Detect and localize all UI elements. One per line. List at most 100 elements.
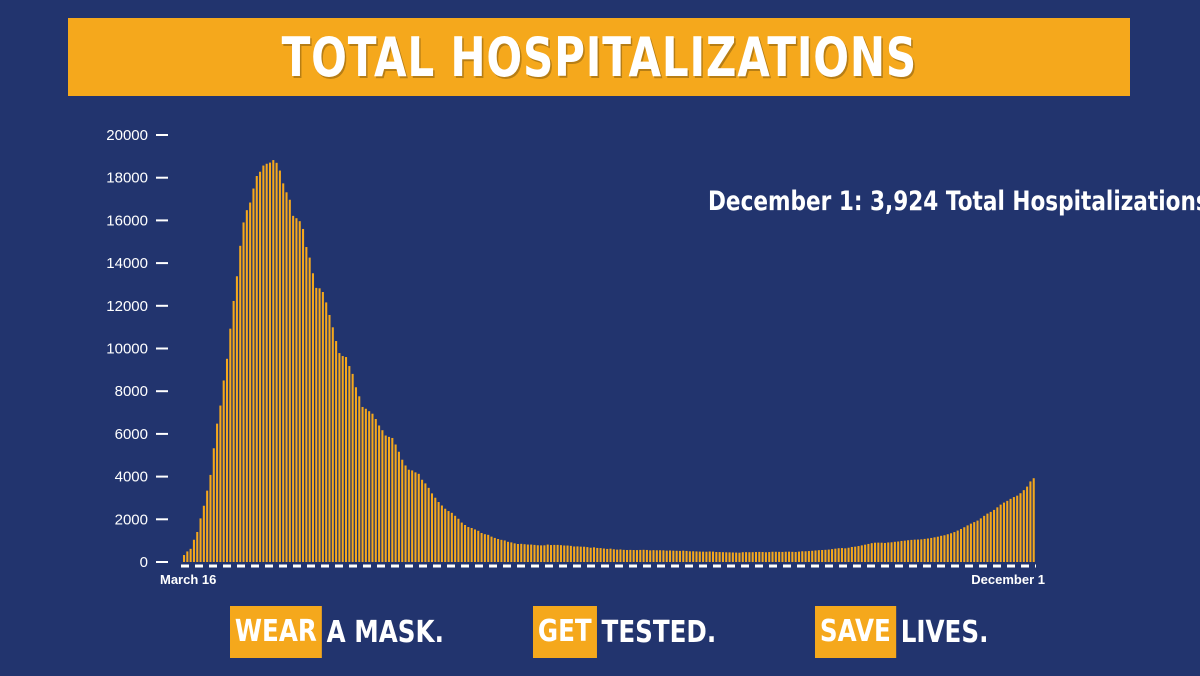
bar (993, 509, 996, 562)
bar (341, 356, 344, 562)
bar (302, 228, 305, 562)
slogan-text: LIVES. (900, 614, 989, 650)
bar (262, 165, 265, 563)
bar (278, 170, 281, 563)
bar (513, 543, 516, 562)
bar (483, 534, 486, 562)
bar (480, 533, 483, 562)
bar (913, 539, 916, 562)
bar (589, 547, 592, 562)
bar (189, 548, 192, 562)
bar (946, 534, 949, 562)
bar (748, 552, 751, 562)
bar (232, 300, 235, 562)
bar (573, 546, 576, 562)
bar (632, 550, 635, 562)
bar (255, 176, 258, 562)
slogan-save-lives: SAVE LIVES. (815, 606, 1027, 658)
bar (903, 540, 906, 562)
bar (586, 547, 589, 562)
bar (1002, 502, 1005, 562)
y-tick-label: 2000 (115, 511, 148, 528)
bar (1029, 481, 1032, 562)
bar (685, 550, 688, 562)
bar (774, 551, 777, 562)
bar (979, 518, 982, 562)
y-tick-label: 6000 (115, 426, 148, 443)
bar (424, 483, 427, 562)
bar (1009, 498, 1012, 562)
bar (235, 276, 238, 562)
bar (490, 536, 493, 562)
bar (596, 547, 599, 562)
bar (345, 357, 348, 562)
bar (837, 548, 840, 562)
bar (225, 358, 229, 562)
bar (493, 537, 496, 562)
bar (384, 435, 387, 562)
bar (797, 551, 800, 562)
bar (430, 493, 434, 562)
bar (331, 327, 334, 562)
y-tick-label: 0 (140, 554, 148, 571)
bar (639, 549, 642, 562)
y-axis: 0 2000 4000 6000 8000 10000 12000 14000 16000 180… (106, 127, 168, 571)
bar (715, 551, 718, 562)
bar (523, 544, 526, 562)
bar (1019, 493, 1022, 562)
bar (771, 551, 774, 562)
bar (735, 552, 738, 562)
bar (414, 472, 417, 562)
bar (705, 551, 708, 562)
bar (864, 544, 867, 562)
bar (682, 550, 685, 562)
bar (404, 465, 407, 562)
bar (364, 408, 367, 562)
bar (206, 490, 209, 562)
bar (186, 551, 189, 562)
bar (457, 518, 460, 562)
bar (470, 527, 473, 562)
bar (907, 540, 910, 562)
bar (183, 555, 186, 562)
bar (900, 540, 903, 562)
bar (850, 546, 853, 562)
bar (761, 552, 764, 562)
bar (824, 549, 827, 562)
bar (288, 199, 291, 562)
bar (665, 550, 668, 562)
bar (817, 550, 820, 562)
y-tick-label: 10000 (106, 341, 148, 358)
bar (814, 550, 817, 562)
slogan-highlight: GET (533, 606, 597, 658)
y-tick-label: 16000 (106, 212, 148, 229)
bar (308, 257, 311, 562)
bar (503, 540, 506, 562)
bar (272, 160, 275, 562)
bar (940, 535, 943, 562)
slogan-highlight: WEAR (230, 606, 322, 658)
bar (202, 505, 205, 562)
bar (801, 551, 804, 562)
bar (216, 423, 219, 562)
bar (976, 520, 979, 562)
title-banner: TOTAL HOSPITALIZATIONS (68, 18, 1130, 96)
bar (725, 552, 728, 562)
bar (645, 549, 648, 562)
bar (804, 551, 807, 562)
bar (950, 533, 953, 562)
bar (857, 546, 860, 562)
bar (311, 273, 314, 562)
bar (477, 530, 480, 562)
bar (847, 547, 850, 562)
bar (781, 551, 784, 562)
slogan-wear-mask: WEAR A MASK. (230, 606, 491, 658)
bar (877, 542, 880, 562)
bar (708, 551, 711, 562)
bar (282, 183, 285, 563)
bar (239, 245, 242, 562)
bar (959, 528, 963, 562)
bar (973, 522, 976, 562)
bar (784, 551, 787, 562)
